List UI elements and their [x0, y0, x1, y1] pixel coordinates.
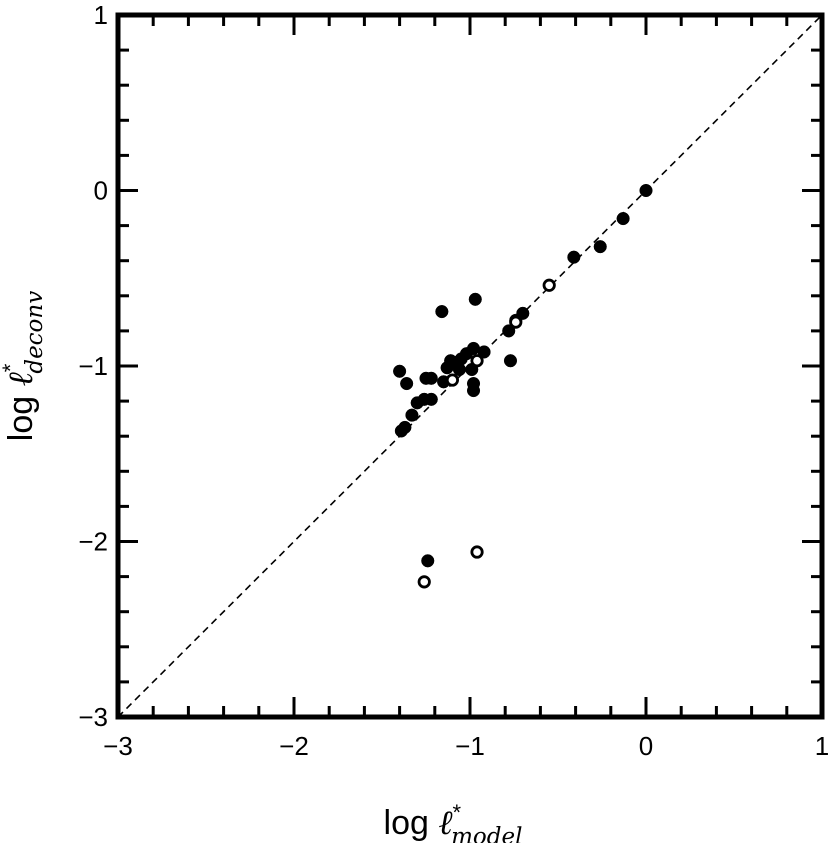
- filled-data-point: [593, 240, 607, 254]
- filled-data-point: [435, 305, 449, 319]
- open-data-point: [542, 278, 556, 292]
- y-axis-title-subscript: deconv: [22, 291, 48, 374]
- filled-data-point: [394, 424, 408, 438]
- ticks-layer: [116, 13, 824, 719]
- filled-data-point: [452, 362, 466, 377]
- x-axis-title-prefix: log: [384, 804, 439, 842]
- x-tick-label: −1: [455, 731, 485, 761]
- filled-data-point: [503, 354, 518, 368]
- open-data-point: [445, 373, 459, 387]
- y-axis-title-symbol: ℓ: [1, 372, 41, 386]
- y-axis-title-superscript: *: [0, 363, 23, 372]
- tick-labels-layer: −3 −2 −1 0 1 −3 −2 −1 0 1: [78, 0, 829, 761]
- filled-data-point: [405, 408, 419, 422]
- open-data-point: [470, 545, 484, 559]
- x-axis-title-superscript: *: [453, 800, 462, 825]
- open-data-point: [509, 315, 523, 329]
- filled-data-point: [468, 292, 482, 306]
- filled-data-point: [400, 377, 414, 391]
- y-tick-label: 1: [94, 0, 108, 30]
- filled-data-point: [393, 364, 407, 378]
- open-data-point: [417, 575, 431, 589]
- filled-data-point: [567, 250, 581, 264]
- filled-data-point: [616, 212, 630, 226]
- x-tick-label: −3: [103, 731, 133, 761]
- x-tick-label: −2: [279, 731, 309, 761]
- filled-data-point: [639, 183, 653, 198]
- filled-data-point: [419, 371, 433, 385]
- filled-data-point: [466, 384, 481, 398]
- x-axis-title: log ℓ* model: [384, 800, 523, 843]
- y-tick-label: −1: [78, 351, 108, 381]
- y-tick-label: 0: [94, 176, 108, 206]
- x-axis-title-subscript: model: [451, 824, 522, 843]
- filled-data-point: [421, 554, 435, 568]
- filled-data-point: [502, 324, 516, 338]
- y-axis-title-prefix: log: [2, 386, 40, 441]
- x-tick-label: 0: [639, 731, 653, 761]
- y-tick-label: −2: [78, 527, 108, 557]
- y-tick-label: −3: [78, 702, 108, 732]
- y-axis-title: log ℓ*deconv: [0, 291, 48, 441]
- filled-data-point: [410, 396, 424, 410]
- x-axis-title-symbol: ℓ: [438, 803, 452, 843]
- open-data-point: [470, 354, 484, 368]
- filled-data-point: [440, 361, 454, 375]
- x-tick-label: 1: [815, 731, 829, 761]
- data-points-layer: [393, 183, 653, 589]
